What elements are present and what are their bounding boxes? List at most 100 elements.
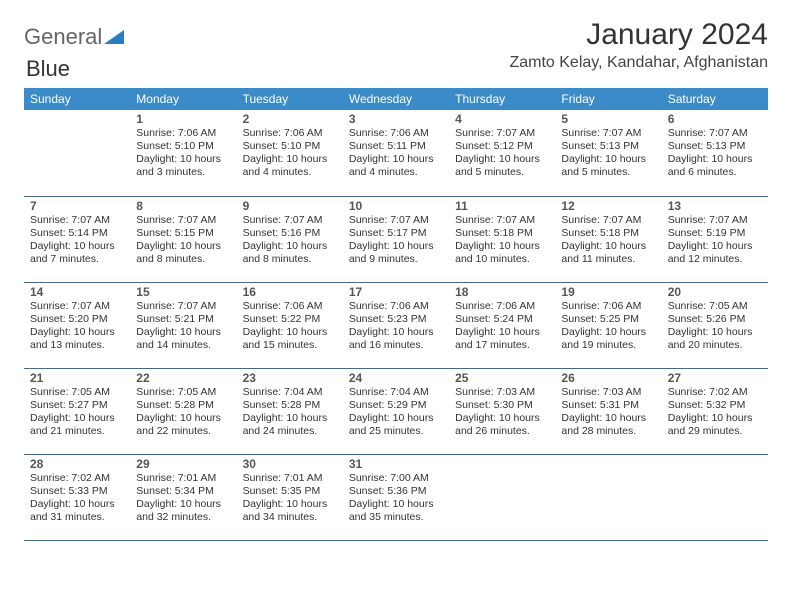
sunset-text: Sunset: 5:10 PM (243, 140, 337, 153)
day-details: Sunrise: 7:07 AMSunset: 5:12 PMDaylight:… (455, 127, 549, 180)
calendar-week-row: 14Sunrise: 7:07 AMSunset: 5:20 PMDayligh… (24, 282, 768, 368)
sunset-text: Sunset: 5:12 PM (455, 140, 549, 153)
day-number: 3 (349, 112, 443, 126)
calendar-day-cell: 12Sunrise: 7:07 AMSunset: 5:18 PMDayligh… (555, 196, 661, 282)
calendar-day-cell: 21Sunrise: 7:05 AMSunset: 5:27 PMDayligh… (24, 368, 130, 454)
daylight-text-1: Daylight: 10 hours (136, 412, 230, 425)
daylight-text-2: and 4 minutes. (243, 166, 337, 179)
sunset-text: Sunset: 5:27 PM (30, 399, 124, 412)
daylight-text-1: Daylight: 10 hours (136, 498, 230, 511)
day-number: 11 (455, 199, 549, 213)
day-number: 2 (243, 112, 337, 126)
daylight-text-1: Daylight: 10 hours (349, 153, 443, 166)
day-number: 18 (455, 285, 549, 299)
calendar-week-row: 28Sunrise: 7:02 AMSunset: 5:33 PMDayligh… (24, 454, 768, 540)
day-details: Sunrise: 7:07 AMSunset: 5:13 PMDaylight:… (561, 127, 655, 180)
sunset-text: Sunset: 5:13 PM (668, 140, 762, 153)
calendar-week-row: 21Sunrise: 7:05 AMSunset: 5:27 PMDayligh… (24, 368, 768, 454)
day-details: Sunrise: 7:03 AMSunset: 5:30 PMDaylight:… (455, 386, 549, 439)
calendar-day-cell: 2Sunrise: 7:06 AMSunset: 5:10 PMDaylight… (237, 110, 343, 196)
daylight-text-1: Daylight: 10 hours (243, 412, 337, 425)
day-details: Sunrise: 7:06 AMSunset: 5:25 PMDaylight:… (561, 300, 655, 353)
brand-part1: General (24, 24, 102, 50)
day-details: Sunrise: 7:06 AMSunset: 5:23 PMDaylight:… (349, 300, 443, 353)
daylight-text-1: Daylight: 10 hours (455, 326, 549, 339)
weekday-header: Sunday (24, 88, 130, 110)
daylight-text-1: Daylight: 10 hours (668, 240, 762, 253)
calendar-day-cell: 6Sunrise: 7:07 AMSunset: 5:13 PMDaylight… (662, 110, 768, 196)
daylight-text-1: Daylight: 10 hours (136, 153, 230, 166)
daylight-text-1: Daylight: 10 hours (668, 412, 762, 425)
calendar-day-cell: 1Sunrise: 7:06 AMSunset: 5:10 PMDaylight… (130, 110, 236, 196)
sunrise-text: Sunrise: 7:07 AM (455, 127, 549, 140)
sunset-text: Sunset: 5:30 PM (455, 399, 549, 412)
daylight-text-2: and 9 minutes. (349, 253, 443, 266)
day-details: Sunrise: 7:02 AMSunset: 5:32 PMDaylight:… (668, 386, 762, 439)
calendar-empty-cell (555, 454, 661, 540)
day-details: Sunrise: 7:07 AMSunset: 5:20 PMDaylight:… (30, 300, 124, 353)
weekday-header: Tuesday (237, 88, 343, 110)
daylight-text-2: and 13 minutes. (30, 339, 124, 352)
daylight-text-1: Daylight: 10 hours (349, 412, 443, 425)
calendar-day-cell: 7Sunrise: 7:07 AMSunset: 5:14 PMDaylight… (24, 196, 130, 282)
day-details: Sunrise: 7:07 AMSunset: 5:15 PMDaylight:… (136, 214, 230, 267)
sunset-text: Sunset: 5:13 PM (561, 140, 655, 153)
day-number: 25 (455, 371, 549, 385)
day-number: 5 (561, 112, 655, 126)
day-details: Sunrise: 7:01 AMSunset: 5:35 PMDaylight:… (243, 472, 337, 525)
day-number: 22 (136, 371, 230, 385)
daylight-text-1: Daylight: 10 hours (561, 240, 655, 253)
day-number: 4 (455, 112, 549, 126)
calendar-body: 1Sunrise: 7:06 AMSunset: 5:10 PMDaylight… (24, 110, 768, 540)
sunrise-text: Sunrise: 7:00 AM (349, 472, 443, 485)
sunrise-text: Sunrise: 7:07 AM (349, 214, 443, 227)
daylight-text-1: Daylight: 10 hours (136, 326, 230, 339)
sunset-text: Sunset: 5:23 PM (349, 313, 443, 326)
daylight-text-2: and 10 minutes. (455, 253, 549, 266)
sunrise-text: Sunrise: 7:06 AM (136, 127, 230, 140)
day-details: Sunrise: 7:06 AMSunset: 5:11 PMDaylight:… (349, 127, 443, 180)
daylight-text-1: Daylight: 10 hours (668, 153, 762, 166)
sunrise-text: Sunrise: 7:07 AM (668, 127, 762, 140)
sunrise-text: Sunrise: 7:06 AM (561, 300, 655, 313)
daylight-text-2: and 35 minutes. (349, 511, 443, 524)
daylight-text-2: and 28 minutes. (561, 425, 655, 438)
day-number: 29 (136, 457, 230, 471)
daylight-text-1: Daylight: 10 hours (455, 412, 549, 425)
calendar-day-cell: 23Sunrise: 7:04 AMSunset: 5:28 PMDayligh… (237, 368, 343, 454)
day-number: 1 (136, 112, 230, 126)
daylight-text-2: and 8 minutes. (136, 253, 230, 266)
day-details: Sunrise: 7:04 AMSunset: 5:28 PMDaylight:… (243, 386, 337, 439)
day-details: Sunrise: 7:05 AMSunset: 5:28 PMDaylight:… (136, 386, 230, 439)
weekday-header: Friday (555, 88, 661, 110)
day-number: 24 (349, 371, 443, 385)
calendar-day-cell: 17Sunrise: 7:06 AMSunset: 5:23 PMDayligh… (343, 282, 449, 368)
daylight-text-2: and 29 minutes. (668, 425, 762, 438)
sunrise-text: Sunrise: 7:01 AM (243, 472, 337, 485)
sunset-text: Sunset: 5:18 PM (561, 227, 655, 240)
sunset-text: Sunset: 5:26 PM (668, 313, 762, 326)
day-details: Sunrise: 7:01 AMSunset: 5:34 PMDaylight:… (136, 472, 230, 525)
sunrise-text: Sunrise: 7:06 AM (349, 300, 443, 313)
sunrise-text: Sunrise: 7:02 AM (30, 472, 124, 485)
location-label: Zamto Kelay, Kandahar, Afghanistan (509, 54, 768, 72)
calendar-day-cell: 27Sunrise: 7:02 AMSunset: 5:32 PMDayligh… (662, 368, 768, 454)
sunset-text: Sunset: 5:31 PM (561, 399, 655, 412)
calendar-empty-cell (449, 454, 555, 540)
calendar-day-cell: 10Sunrise: 7:07 AMSunset: 5:17 PMDayligh… (343, 196, 449, 282)
day-details: Sunrise: 7:06 AMSunset: 5:24 PMDaylight:… (455, 300, 549, 353)
calendar-day-cell: 24Sunrise: 7:04 AMSunset: 5:29 PMDayligh… (343, 368, 449, 454)
sunrise-text: Sunrise: 7:05 AM (136, 386, 230, 399)
calendar-day-cell: 8Sunrise: 7:07 AMSunset: 5:15 PMDaylight… (130, 196, 236, 282)
daylight-text-2: and 26 minutes. (455, 425, 549, 438)
sunrise-text: Sunrise: 7:07 AM (136, 214, 230, 227)
sunset-text: Sunset: 5:32 PM (668, 399, 762, 412)
day-number: 17 (349, 285, 443, 299)
calendar-day-cell: 26Sunrise: 7:03 AMSunset: 5:31 PMDayligh… (555, 368, 661, 454)
calendar-week-row: 1Sunrise: 7:06 AM Sunset: 5:10 PM Daylight… (24, 110, 768, 196)
daylight-text-1: Daylight: 10 hours (30, 498, 124, 511)
day-number: 20 (668, 285, 762, 299)
sunrise-text: Sunrise: 7:07 AM (561, 127, 655, 140)
day-number: 16 (243, 285, 337, 299)
weekday-header: Saturday (662, 88, 768, 110)
